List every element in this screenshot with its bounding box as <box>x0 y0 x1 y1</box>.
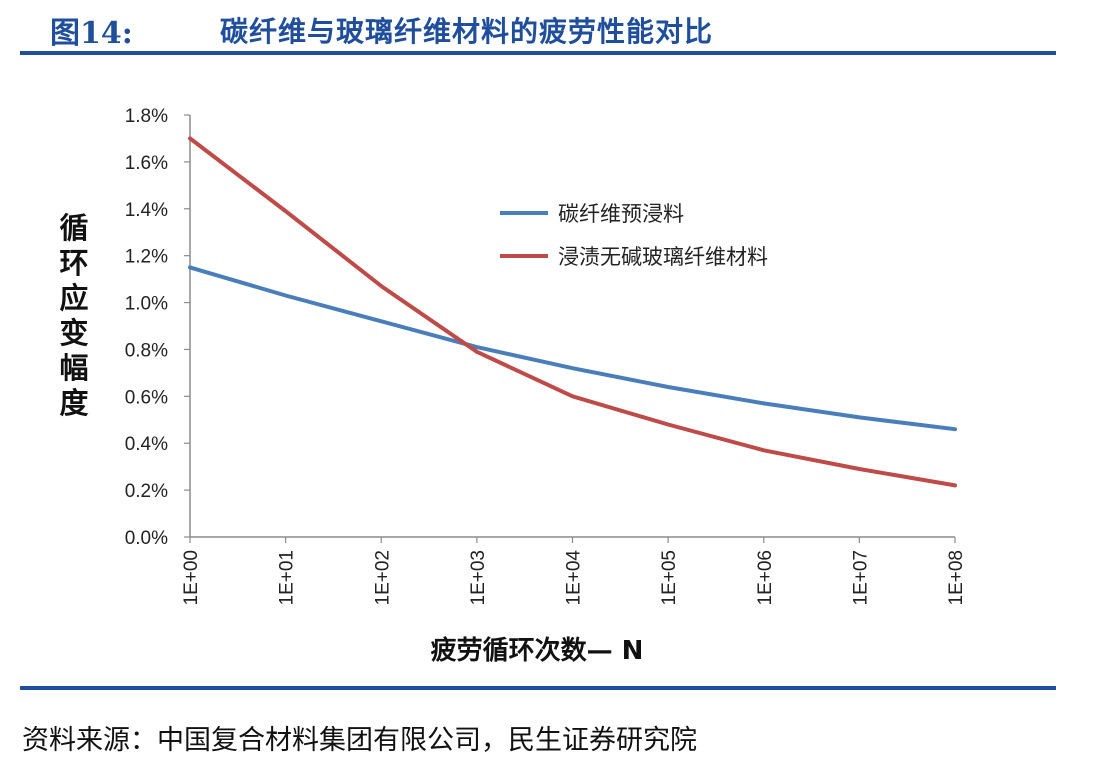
x-tick-label: 1E+05 <box>659 550 680 605</box>
y-axis-ticks: 0.0% 0.2% 0.4% 0.6% 0.8% 1.0% 1.2% 1.4% 1.6% 1.8% <box>125 106 190 549</box>
header-rule <box>20 51 1056 55</box>
y-tick-label: 1.8% <box>125 106 168 127</box>
series-line-glass-fiber <box>188 136 957 488</box>
footer-rule <box>20 686 1056 690</box>
y-axis-title: 循环应变幅度 <box>59 211 88 420</box>
fatigue-chart: 0.0% 0.2% 0.4% 0.6% 0.8% 1.0% 1.2% 1.4% 1.6% 1.8%… <box>0 60 1100 680</box>
y-tick-label: 1.2% <box>125 247 168 268</box>
x-tick-label: 1E+00 <box>181 550 202 605</box>
y-tick-label: 0.4% <box>125 434 168 455</box>
legend-label: 浸渍无碱玻璃纤维材料 <box>558 245 768 269</box>
figure-number: 图14: <box>50 16 133 51</box>
figure-title: 碳纤维与玻璃纤维材料的疲劳性能对比 <box>220 15 714 48</box>
y-tick-label: 1.6% <box>125 153 168 174</box>
x-tick-label: 1E+06 <box>755 550 776 605</box>
legend-label: 碳纤维预浸料 <box>558 202 684 226</box>
y-tick-label: 0.0% <box>125 528 168 549</box>
y-tick-label: 0.6% <box>125 387 168 408</box>
series-lines <box>188 136 957 488</box>
chart-svg: 0.0% 0.2% 0.4% 0.6% 0.8% 1.0% 1.2% 1.4% 1.6% 1.8%… <box>59 106 967 666</box>
series-line-carbon-fiber <box>188 265 957 432</box>
x-tick-label: 1E+07 <box>850 550 871 605</box>
figure-header: 图14: 碳纤维与玻璃纤维材料的疲劳性能对比 <box>20 6 1060 51</box>
x-tick-label: 1E+01 <box>277 550 298 605</box>
y-tick-label: 0.8% <box>125 340 168 361</box>
y-tick-label: 1.4% <box>125 200 168 221</box>
x-tick-label: 1E+03 <box>468 550 489 605</box>
x-tick-label: 1E+04 <box>564 550 585 606</box>
x-tick-label: 1E+02 <box>372 550 393 605</box>
y-tick-label: 1.0% <box>125 294 168 315</box>
y-tick-label: 0.2% <box>125 481 168 502</box>
x-tick-label: 1E+08 <box>946 550 967 605</box>
x-axis-ticks: 1E+00 1E+01 1E+02 1E+03 1E+04 1E+05 1E+06 1E+07… <box>181 537 967 605</box>
source-note: 资料来源：中国复合材料集团有限公司，民生证券研究院 <box>22 725 697 756</box>
x-axis-title: 疲劳循环次数— N <box>431 635 644 666</box>
